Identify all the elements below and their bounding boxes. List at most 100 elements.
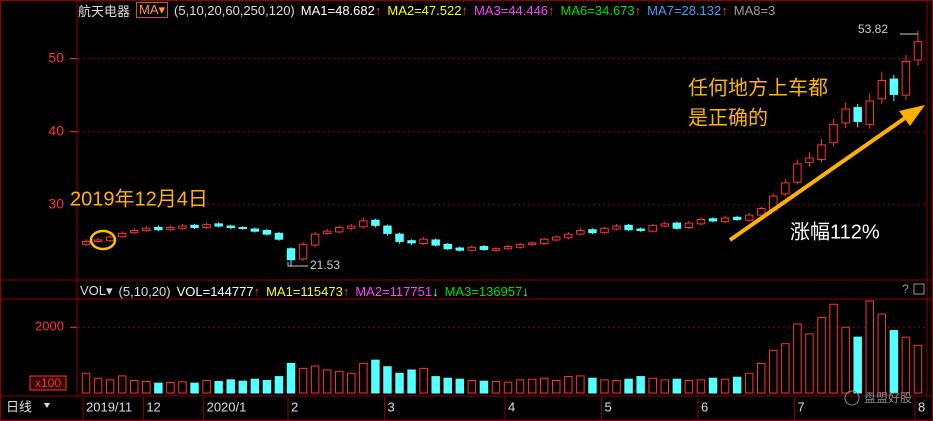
x-tick-label: 4 <box>508 399 515 414</box>
candle-body <box>648 224 657 232</box>
candle-body <box>732 216 742 220</box>
candle-body <box>913 41 923 61</box>
candle-body <box>371 219 380 226</box>
candle-body <box>793 163 802 183</box>
candle-body <box>841 108 850 124</box>
ma-arrow: ↑ <box>721 2 728 18</box>
volume-bar <box>214 380 223 394</box>
candle-body <box>805 157 814 163</box>
volume-bar <box>829 303 838 394</box>
volume-bar <box>359 362 368 394</box>
indicator-name[interactable]: MA <box>139 2 159 17</box>
help-icon[interactable]: ? <box>902 282 909 296</box>
trend-arrow <box>728 116 907 242</box>
watermark-logo <box>844 390 860 406</box>
highlight-circle <box>89 229 117 251</box>
ma-value: MA3=44.446 <box>473 2 549 18</box>
volume-bar <box>672 378 682 394</box>
volume-bar <box>298 367 308 394</box>
volume-bar <box>648 377 657 394</box>
candle-body <box>202 224 211 229</box>
candle-body <box>684 222 694 229</box>
vol-value: MA2=117751 <box>355 283 433 299</box>
volume-bar <box>395 372 404 394</box>
candle-body <box>527 242 537 245</box>
candle-body <box>672 222 682 229</box>
vol-readout: MA2=117751↓ <box>355 284 438 299</box>
volume-bar <box>178 381 187 394</box>
annotation: 2019年12月4日 <box>70 187 208 210</box>
candle-body <box>117 232 127 237</box>
candle-body <box>539 238 549 245</box>
candle-body <box>696 218 706 225</box>
volume-bar <box>552 380 561 394</box>
candle-body <box>105 236 115 242</box>
candle-body <box>419 238 428 245</box>
candle-body <box>407 240 416 244</box>
watermark: 盘盟好股 <box>864 390 912 405</box>
volume-bar <box>805 333 814 394</box>
period-dropdown[interactable] <box>44 403 50 408</box>
volume-bar <box>262 380 272 394</box>
y-tick-label: 30 <box>48 196 64 212</box>
period-label[interactable]: 日线 <box>6 399 32 414</box>
volume-header: VOL▾ (5,10,20) VOL=144777↑ MA1=115473↑ MA2… <box>80 281 529 301</box>
candle-body <box>612 225 621 230</box>
stock-name: 航天电器 <box>78 3 131 19</box>
volume-bar <box>347 372 356 394</box>
ma-readout: MA7=28.132↑ <box>647 3 728 18</box>
volume-indicator[interactable]: VOL▾ <box>80 283 113 298</box>
volume-bar <box>660 379 670 394</box>
candle-body <box>238 227 248 230</box>
ma-arrow: ↑ <box>548 2 555 18</box>
ma-value: MA2=47.522 <box>387 2 462 18</box>
volume-bar <box>732 376 742 394</box>
candle-body <box>708 218 718 222</box>
volume-bar <box>419 367 428 394</box>
candle-body <box>588 229 597 234</box>
vol-value: VOL=144777 <box>176 283 254 299</box>
annotation: 涨幅112% <box>790 220 880 243</box>
vol-readout: VOL=144777↑ <box>177 284 260 299</box>
candle-body <box>720 217 730 223</box>
volume-bar <box>708 377 718 394</box>
ma-value: MA7=28.132 <box>647 2 722 18</box>
volume-unit: x100 <box>35 376 61 390</box>
candle-body <box>130 229 139 234</box>
candle-body <box>564 233 573 239</box>
x-tick-label: 2 <box>291 399 298 414</box>
ma-value: MA1=48.682 <box>300 2 375 18</box>
ma-readout: MA6=34.673↑ <box>561 3 642 18</box>
candle-body <box>901 60 911 96</box>
volume-bar <box>576 375 585 394</box>
unit-box <box>29 375 67 391</box>
y-tick-label: 2000 <box>35 319 64 334</box>
indicator-select[interactable]: MA▾ <box>136 2 169 18</box>
min-pointer <box>287 262 308 267</box>
volume-bar <box>612 380 621 394</box>
x-tick-label: 2020/1 <box>207 399 247 414</box>
volume-bar <box>588 377 597 394</box>
close-icon[interactable] <box>913 283 925 295</box>
candle-body <box>262 229 272 235</box>
max-label: 53.82 <box>858 22 888 36</box>
candle-body <box>503 246 513 250</box>
candle-body <box>274 232 284 240</box>
candle-body <box>93 239 103 242</box>
annotation: 是正确的 <box>688 106 768 129</box>
ma-readout: MA2=47.522↑ <box>387 3 468 18</box>
candle-body <box>431 239 440 246</box>
volume-bar <box>684 380 694 394</box>
vol-readout: MA3=136957↓ <box>445 284 529 299</box>
candle-body <box>889 78 899 95</box>
candle-body <box>781 182 790 195</box>
x-tick-label: 5 <box>604 399 611 414</box>
candle-body <box>467 246 477 251</box>
vol-readout: MA1=115473↑ <box>266 284 349 299</box>
volume-bar <box>756 362 766 394</box>
volume-bar <box>105 379 115 394</box>
volume-name[interactable]: VOL <box>80 283 107 298</box>
candle-body <box>298 243 308 260</box>
